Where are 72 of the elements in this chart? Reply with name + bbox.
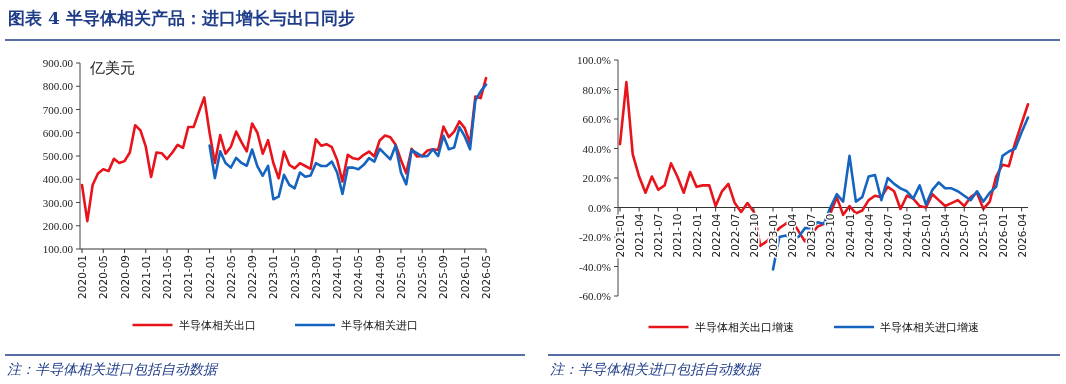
legend-半导体相关进口增速: 半导体相关进口增速: [834, 321, 979, 334]
y-tick-label: 600.00: [42, 126, 74, 139]
y-tick-label: 40.0%: [582, 142, 611, 155]
x-tick-label: 2023-01: [267, 255, 280, 299]
legend-label: 半导体相关进口: [341, 319, 418, 332]
legend-半导体相关出口: 半导体相关出口: [132, 319, 256, 332]
chart-title: 图表 4 半导体相关产品：进口增长与出口同步: [8, 8, 355, 28]
x-tick-label: 2022-01: [690, 213, 703, 258]
x-tick-label: 2024-05: [352, 255, 365, 299]
x-tick-label: 2021-01: [139, 255, 152, 299]
x-tick-label: 2023-10: [824, 213, 837, 258]
x-tick-label: 2025-09: [437, 255, 450, 299]
x-tick-label: 2024-04: [862, 213, 875, 258]
x-tick-label: 2025-01: [920, 213, 932, 258]
y-tick-label: 80.0%: [582, 83, 611, 96]
x-tick-label: 2025-05: [416, 255, 429, 299]
x-tick-label: 2021-04: [633, 213, 646, 258]
legend-label: 半导体相关出口增速: [694, 321, 794, 334]
y-tick-label: 300.00: [42, 196, 74, 209]
y-tick-label: 200.00: [42, 219, 74, 232]
x-tick-label: 2024-01: [843, 213, 856, 258]
x-tick-label: 2020-09: [118, 255, 131, 299]
y-tick-label: 0.0%: [588, 201, 611, 214]
y-tick-label: 800.00: [42, 80, 74, 93]
y-axis-title: 亿美元: [89, 59, 135, 77]
x-tick-label: 2024-10: [900, 213, 913, 258]
x-tick-label: 2021-09: [182, 255, 195, 299]
x-tick-label: 2021-07: [652, 213, 665, 258]
legend-半导体相关进口: 半导体相关进口: [295, 319, 418, 332]
x-tick-label: 2024-07: [881, 213, 894, 258]
x-tick-label: 2023-09: [309, 255, 322, 299]
x-tick-label: 2021-10: [671, 213, 684, 258]
x-tick-label: 2025-01: [394, 255, 407, 299]
x-tick-label: 2020-05: [97, 255, 110, 299]
legend-半导体相关出口增速: 半导体相关出口增速: [648, 321, 794, 334]
y-tick-label: 700.00: [42, 103, 74, 116]
x-tick-label: 2021-01: [614, 213, 626, 258]
x-tick-label: 2023-05: [288, 255, 301, 299]
y-tick-label: 400.00: [42, 173, 74, 186]
legend-label: 半导体相关出口: [178, 319, 256, 332]
x-tick-label: 2022-05: [224, 255, 237, 299]
x-tick-label: 2022-10: [747, 213, 760, 258]
y-tick-label: -20.0%: [578, 231, 611, 243]
x-tick-label: 2024-09: [373, 255, 386, 299]
y-tick-label: 500.00: [42, 150, 74, 162]
x-tick-label: 2021-05: [161, 255, 174, 299]
x-tick-label: 2022-01: [203, 255, 216, 299]
y-tick-label: -40.0%: [578, 260, 611, 273]
x-tick-label: 2025-07: [958, 213, 971, 258]
x-tick-label: 2023-07: [805, 213, 818, 258]
x-tick-label: 2026-05: [480, 255, 492, 299]
x-tick-label: 2026-01: [996, 213, 1009, 258]
y-tick-label: 100.0%: [577, 54, 611, 66]
y-tick-label: 60.0%: [582, 113, 611, 125]
y-tick-label: 100.00: [42, 243, 74, 255]
x-tick-label: 2020-01: [76, 255, 88, 299]
x-tick-label: 2026-01: [458, 255, 471, 299]
y-tick-label: 900.00: [42, 57, 74, 69]
x-tick-label: 2024-01: [331, 255, 344, 299]
x-tick-label: 2026-04: [1015, 213, 1028, 258]
x-tick-label: 2022-09: [246, 255, 259, 299]
x-tick-label: 2025-10: [977, 213, 990, 258]
y-tick-label: -60.0%: [578, 290, 611, 302]
y-tick-label: 20.0%: [582, 172, 611, 184]
x-tick-label: 2023-04: [786, 213, 799, 258]
x-tick-label: 2022-04: [709, 213, 722, 258]
text: 注：半导体相关进口包括自动数据: [550, 361, 762, 377]
text: 注：半导体相关进口包括自动数据: [7, 361, 219, 377]
x-tick-label: 2022-07: [728, 213, 741, 258]
x-tick-label: 2025-04: [939, 213, 952, 258]
x-tick-label: 2023-01: [767, 213, 779, 258]
legend-label: 半导体相关进口增速: [880, 321, 979, 334]
